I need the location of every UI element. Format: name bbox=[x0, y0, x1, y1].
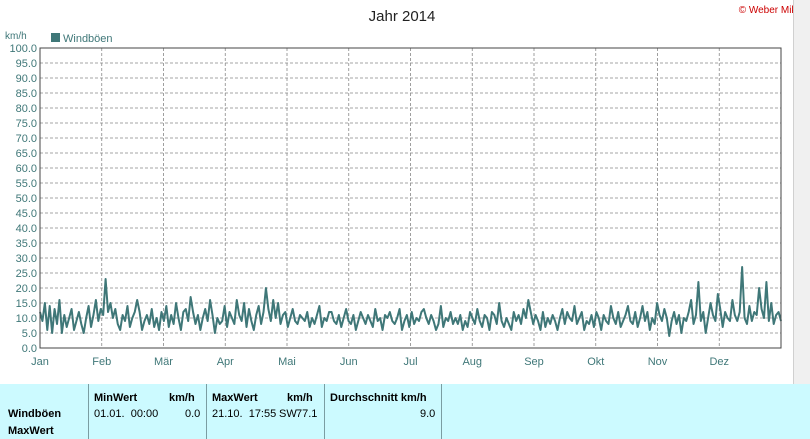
y-tick-label: 85.0 bbox=[16, 88, 37, 100]
y-axis-unit-label: km/h bbox=[5, 31, 27, 42]
max-unit-header: km/h bbox=[287, 392, 313, 404]
y-tick-label: 95.0 bbox=[16, 58, 37, 70]
y-tick-label: 60.0 bbox=[16, 163, 37, 175]
max-date: 21.10. 17:55 bbox=[212, 408, 277, 420]
stats-separator bbox=[88, 384, 89, 439]
y-tick-label: 5.0 bbox=[22, 328, 37, 340]
chart-area: Jahr 2014 © Weber Mike km/h Windböen 0.0… bbox=[5, 5, 793, 368]
x-tick-label: Aug bbox=[462, 356, 482, 368]
y-tick-label: 75.0 bbox=[16, 118, 37, 130]
x-tick-label: Sep bbox=[524, 356, 544, 368]
y-tick-labels: 0.0 5.0 10.0 15.0 20.0 25.0 30.0 35.0 40.0 45.0 50… bbox=[9, 43, 37, 355]
y-tick-label: 10.0 bbox=[16, 313, 37, 325]
y-tick-label: 40.0 bbox=[16, 223, 37, 235]
y-tick-label: 100.0 bbox=[9, 43, 37, 55]
stats-separator bbox=[206, 384, 207, 439]
y-tick-label: 50.0 bbox=[16, 193, 37, 205]
x-tick-label: Okt bbox=[587, 356, 604, 368]
y-tick-label: 20.0 bbox=[16, 283, 37, 295]
stats-panel: MinWert km/h MaxWert km/h Durchschnitt k… bbox=[0, 384, 810, 439]
x-tick-label: Apr bbox=[217, 356, 234, 368]
y-tick-label: 15.0 bbox=[16, 298, 37, 310]
legend-label: Windböen bbox=[63, 33, 113, 45]
y-tick-label: 80.0 bbox=[16, 103, 37, 115]
avg-header: Durchschnitt km/h bbox=[330, 392, 427, 404]
legend-swatch bbox=[51, 33, 60, 42]
copyright-label: © Weber Mike bbox=[739, 5, 793, 16]
max-value: 77.1 bbox=[296, 408, 318, 420]
chart-title: Jahr 2014 bbox=[369, 8, 436, 25]
grid-layer bbox=[40, 48, 781, 348]
x-tick-label: Mai bbox=[278, 356, 296, 368]
stats-separator bbox=[324, 384, 325, 439]
x-tick-labels: Jan Feb Mär Apr Mai Jun Jul Aug Sep Okt Nov Dez bbox=[31, 356, 729, 368]
max-header: MaxWert bbox=[212, 392, 258, 404]
min-header: MinWert bbox=[94, 392, 138, 404]
series-layer bbox=[39, 266, 782, 337]
plot-frame bbox=[39, 47, 782, 349]
y-tick-label: 25.0 bbox=[16, 268, 37, 280]
y-tick-label: 0.0 bbox=[22, 343, 37, 355]
y-tick-label: 65.0 bbox=[16, 148, 37, 160]
y-tick-label: 30.0 bbox=[16, 253, 37, 265]
x-tick-label: Feb bbox=[92, 356, 111, 368]
x-tick-label: Mär bbox=[154, 356, 173, 368]
series-line-windboeen bbox=[39, 266, 782, 337]
min-date: 01.01. 00:00 bbox=[94, 408, 159, 420]
x-tick-label: Dez bbox=[709, 356, 729, 368]
stats-separator bbox=[441, 384, 442, 439]
x-tick-label: Nov bbox=[648, 356, 668, 368]
y-tick-label: 55.0 bbox=[16, 178, 37, 190]
avg-value: 9.0 bbox=[420, 408, 436, 420]
x-tick-label: Jan bbox=[31, 356, 49, 368]
max-direction: SW bbox=[279, 408, 297, 420]
y-tick-label: 90.0 bbox=[16, 73, 37, 85]
x-tick-label: Jun bbox=[340, 356, 358, 368]
y-tick-label: 45.0 bbox=[16, 208, 37, 220]
vertical-scrollbar[interactable] bbox=[793, 0, 810, 384]
x-tick-label: Jul bbox=[403, 356, 417, 368]
row-label-windboeen: Windböen bbox=[8, 408, 62, 420]
min-value: 0.0 bbox=[185, 408, 201, 420]
row-label-maxwert: MaxWert bbox=[8, 425, 54, 437]
y-tick-label: 70.0 bbox=[16, 133, 37, 145]
y-tick-label: 35.0 bbox=[16, 238, 37, 250]
min-unit-header: km/h bbox=[169, 392, 195, 404]
